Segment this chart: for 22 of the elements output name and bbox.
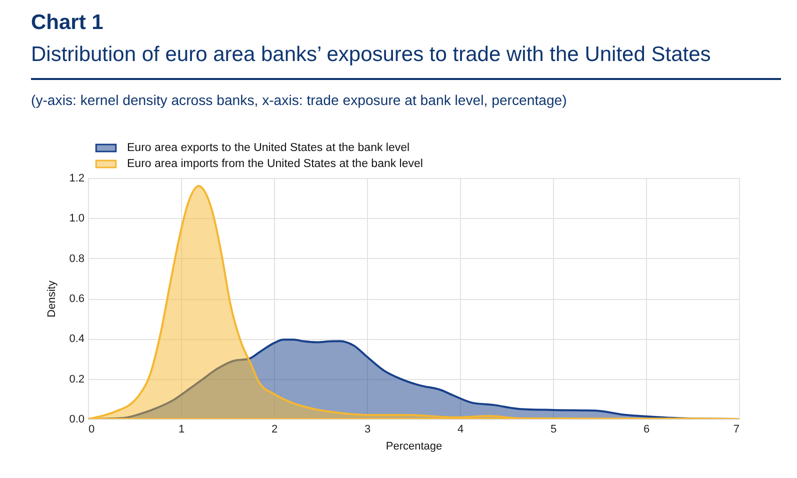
- y-axis-title: Density: [46, 280, 58, 318]
- y-tick-label: 1.0: [69, 212, 84, 225]
- y-tick-label: 0.6: [69, 293, 84, 305]
- y-tick-label: 1.2: [69, 172, 84, 184]
- x-axis-title: Percentage: [386, 440, 442, 452]
- text: (y-axis: kernel density across banks, x-axis: trade exposure at bank level, percentage): [31, 92, 567, 108]
- x-tick-label: 3: [364, 424, 371, 436]
- chart-subtitle: Distribution of euro area banks’ exposures to trade with the United States: [31, 43, 711, 67]
- x-tick-label: 4: [457, 424, 464, 436]
- x-tick-label: 2: [271, 424, 278, 436]
- x-tick-label: 1: [178, 424, 185, 436]
- y-tick-label: 0.4: [69, 333, 84, 346]
- x-tick-label: 5: [550, 424, 557, 436]
- x-tick-label: 0: [88, 424, 95, 436]
- chart-title: Chart 1: [31, 11, 104, 35]
- x-tick-label: 7: [733, 424, 740, 436]
- legend-label: Euro area exports to the United States at the bank level: [127, 142, 410, 154]
- y-tick-label: 0.8: [69, 252, 84, 265]
- x-tick-label: 6: [643, 424, 650, 436]
- y-tick-label: 0.0: [69, 414, 84, 426]
- legend-label: Euro area imports from the United States at the bank level: [127, 158, 423, 170]
- y-tick-label: 0.2: [69, 373, 84, 386]
